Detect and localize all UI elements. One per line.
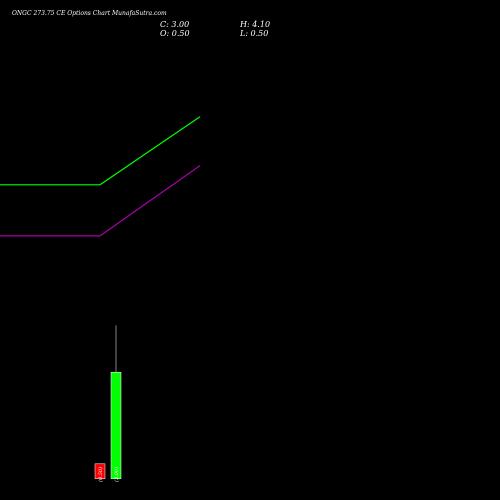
moving-average-lines: [0, 116, 201, 237]
ma-line-2: [0, 165, 201, 237]
candle-body: [110, 371, 122, 479]
candle-2: [110, 325, 122, 479]
x-tick-label: (0.50): [97, 467, 104, 482]
candle-body: [94, 463, 106, 479]
x-tick-label: (3.00): [113, 467, 120, 482]
low-value: L: 0.50: [239, 29, 268, 38]
chart-title: ONGC 273.75 CE Options Chart MunafaSutra…: [12, 10, 167, 17]
ma-line-1: [0, 116, 201, 186]
close-value: C: 3.00: [160, 20, 189, 29]
high-value: H: 4.10: [239, 20, 270, 29]
candle-1: [94, 463, 106, 479]
open-value: O: 0.50: [160, 29, 190, 38]
x-axis-ticks: (0.50) (3.00): [97, 467, 120, 482]
candles: [94, 325, 122, 479]
